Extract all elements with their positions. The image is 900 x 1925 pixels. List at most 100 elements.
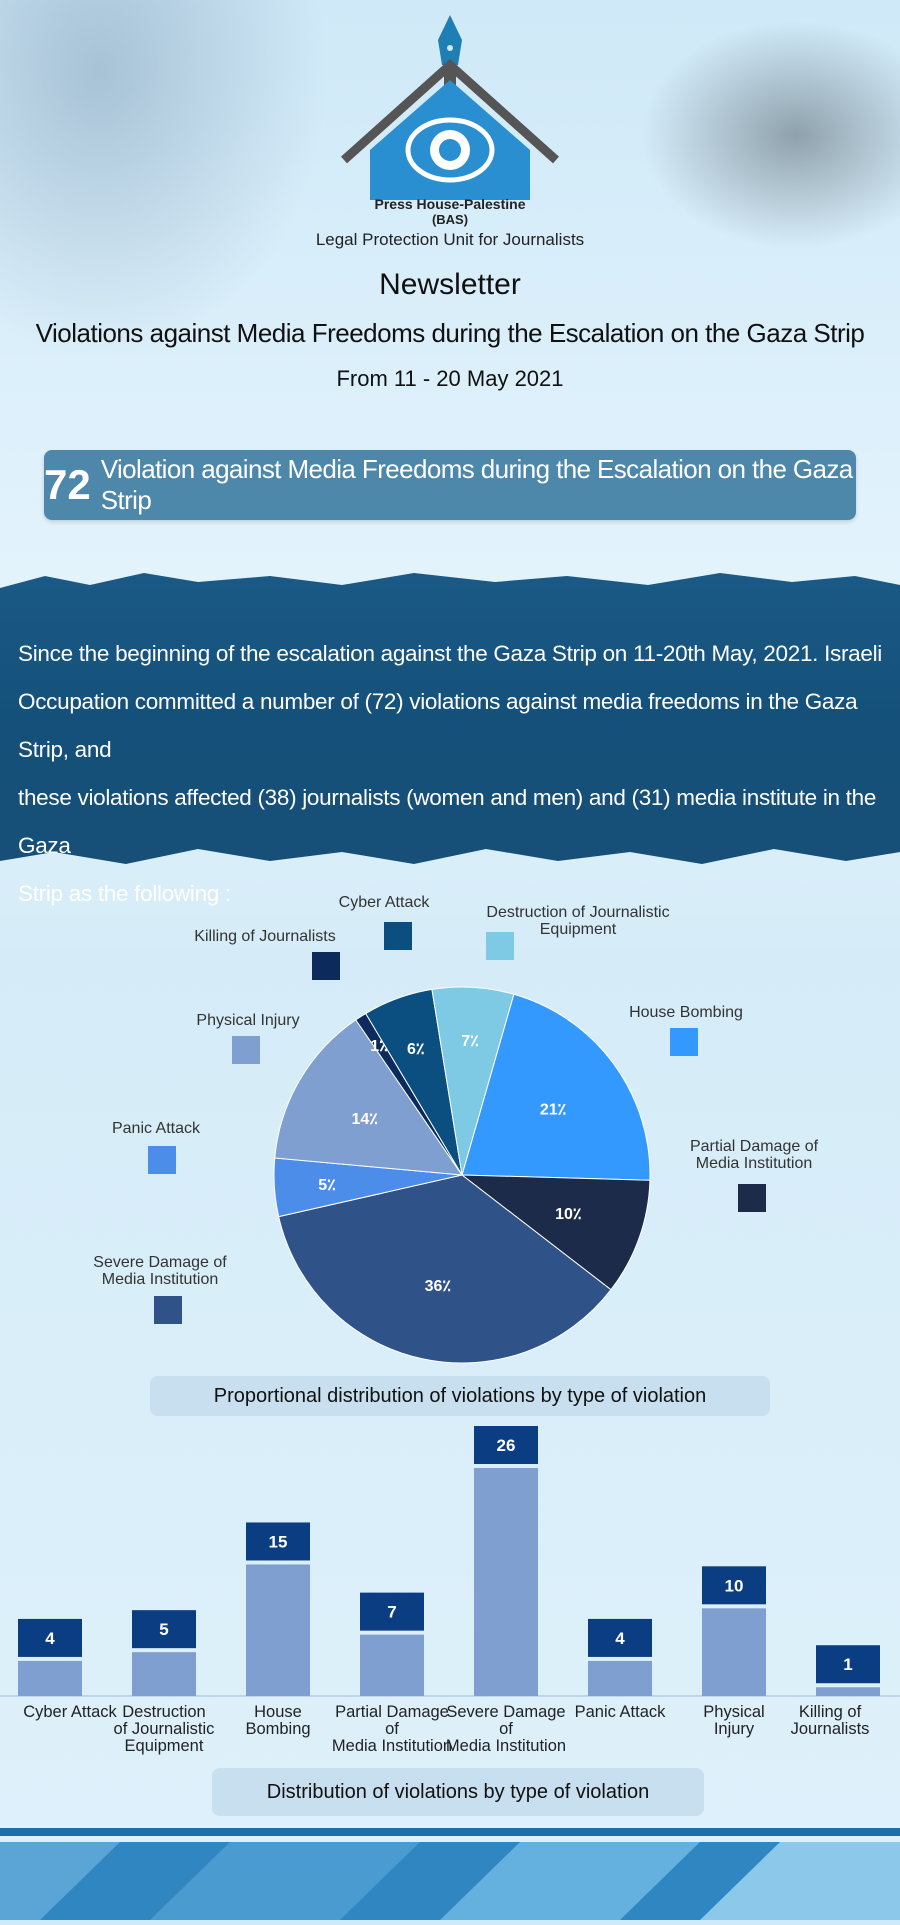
bar-value-label: 5 <box>159 1620 168 1639</box>
newsletter-subtitle: Violations against Media Freedoms during… <box>35 318 865 348</box>
x-tick-label-line: Journalists <box>790 1720 870 1738</box>
unit-name: Legal Protection Unit for Journalists <box>315 230 585 249</box>
intro-line: Strip as the following : <box>18 881 231 906</box>
x-tick-label-line: Panic Attack <box>574 1703 666 1721</box>
legend-swatch-house-bombing <box>670 1028 698 1056</box>
newsletter-title: Newsletter <box>379 268 521 301</box>
pie-slice-house-bombing <box>461 993 651 1181</box>
x-tick-label-cyber-attack: Cyber Attack <box>0 1704 140 1721</box>
legend-swatch-killing <box>312 952 340 980</box>
bar-house-bombing <box>246 1564 310 1696</box>
intro-paragraph: Since the beginning of the escalation ag… <box>18 630 888 918</box>
x-tick-label-destruction-of-journalistic-equipment: Destruction of Journalistic Equipment <box>94 1704 234 1755</box>
x-tick-label-line: Severe Damage <box>446 1703 566 1721</box>
legend-label-partial-damage: Partial Damage of Media Institution <box>634 1138 874 1172</box>
bar-value-label: 7 <box>387 1603 396 1622</box>
legend-label-line: Killing of Journalists <box>194 928 336 945</box>
org-abbr: (BAS) <box>431 212 469 227</box>
footer-stripes <box>0 1822 900 1920</box>
legend-label-line: Partial Damage of <box>689 1138 819 1155</box>
bar-chart-area: 4 5 15 7 26 4 10 1 Cyber Attack Destruction of Jo… <box>0 1420 900 1760</box>
pie-data-label: 5٪ <box>318 1177 336 1194</box>
bar-partial-damage-of-media-institution <box>360 1634 424 1696</box>
x-tick-label-line: Equipment <box>124 1737 204 1755</box>
x-tick-label-line: of <box>385 1720 399 1738</box>
bar-physical-injury <box>702 1608 766 1696</box>
bar-value-label: 4 <box>615 1629 625 1648</box>
x-tick-label-line: House <box>254 1703 302 1721</box>
bar-caption: Distribution of violations by type of vi… <box>212 1768 704 1816</box>
press-house-logo <box>330 10 570 210</box>
intro-line: Occupation committed a number of (72) vi… <box>18 689 858 762</box>
pie-slice-severe-damage-of-media-institution <box>278 1174 612 1364</box>
legend-swatch-physical-injury <box>232 1036 260 1064</box>
x-tick-label-panic-attack: Panic Attack <box>550 1704 690 1721</box>
legend-label-line: House Bombing <box>629 1004 743 1021</box>
bar-destruction-of-journalistic-equipment <box>132 1652 196 1696</box>
pie-chart: 21٪10٪36٪5٪14٪1٪ 6٪ 7٪ <box>273 986 651 1364</box>
pie-slice-destruction-of-journalistic-equipment <box>431 986 515 1176</box>
pie-chart-area: 21٪ 10٪ 36٪ 5٪ 14٪ 1٪ 6٪ 7٪ Cyber Attack Destruc… <box>0 880 900 1400</box>
org-name: Press House-Palestine <box>374 196 526 212</box>
x-tick-label-partial-damage-of-media-institution: Partial Damage of Media Institution <box>322 1704 462 1755</box>
legend-label-line: Cyber Attack <box>338 894 430 911</box>
bar-value-label: 26 <box>497 1436 516 1455</box>
legend-label-line: Equipment <box>539 921 617 938</box>
legend-swatch-cyber <box>384 922 412 950</box>
legend-label-line: Panic Attack <box>111 1120 201 1137</box>
x-tick-label-line: Media Institution <box>331 1737 453 1755</box>
bar-panic-attack <box>588 1660 652 1696</box>
camera-photo <box>640 20 900 250</box>
legend-swatch-destruction <box>486 932 514 960</box>
legend-label-house-bombing: House Bombing <box>566 1004 806 1021</box>
legend-label-line: Physical Injury <box>196 1012 300 1029</box>
bar-value-box <box>816 1645 880 1684</box>
legend-label-panic-attack: Panic Attack <box>36 1120 276 1137</box>
pie-data-label: 36٪ <box>425 1278 452 1295</box>
legend-swatch-panic-attack <box>148 1146 176 1174</box>
bar-chart: 4 5 15 7 26 4 10 1 <box>0 1426 900 1697</box>
bar-killing-of-journalists <box>816 1687 880 1696</box>
legend-label-line: Media Institution <box>695 1155 813 1172</box>
x-tick-label-line: Destruction <box>122 1703 206 1721</box>
x-tick-label-line: Cyber Attack <box>23 1703 117 1721</box>
intro-band <box>0 573 900 864</box>
pie-slice-partial-damage-of-media-institution <box>460 1174 651 1291</box>
legend-label-line: Severe Damage of <box>93 1254 227 1271</box>
pie-caption-text: Proportional distribution of violations … <box>213 1384 707 1407</box>
legend-swatch-severe-damage <box>154 1296 182 1324</box>
legend-swatch-partial-damage <box>738 1184 766 1212</box>
bar-severe-damage-of-media-institution <box>474 1468 538 1696</box>
legend-label-line: Media Institution <box>101 1271 219 1288</box>
bar-cyber-attack <box>18 1660 82 1696</box>
x-tick-label-line: Media Institution <box>445 1737 567 1755</box>
pie-data-label: 6٪ <box>407 1041 425 1058</box>
bar-value-label: 4 <box>45 1629 55 1648</box>
pie-data-label: 14٪ <box>352 1111 379 1128</box>
pie-slice-physical-injury <box>274 1019 464 1176</box>
pie-data-label: 10٪ <box>555 1206 582 1223</box>
x-tick-label-line: of <box>499 1720 513 1738</box>
bar-caption-text: Distribution of violations by type of vi… <box>266 1780 650 1803</box>
x-tick-label-severe-damage-of-media-institution: Severe Damage of Media Institution <box>436 1704 576 1755</box>
camera-tripod-photo <box>0 0 330 360</box>
bar-value-label: 15 <box>269 1532 288 1551</box>
x-tick-label-line: Partial Damage <box>335 1703 449 1721</box>
x-tick-label-killing-of-journalists: Killing of Journalists <box>760 1704 900 1738</box>
x-tick-label-physical-injury: Physical Injury <box>664 1704 804 1738</box>
intro-line: Since the beginning of the escalation ag… <box>18 641 882 666</box>
x-tick-label-line: Injury <box>713 1720 755 1738</box>
bar-value-label: 1 <box>843 1655 852 1674</box>
legend-label-killing: Killing of Journalists <box>145 928 385 945</box>
bar-value-box <box>132 1610 196 1649</box>
x-tick-label-line: of Journalistic <box>113 1720 215 1738</box>
bar-value-box <box>246 1522 310 1561</box>
summary-banner: 72 Violation against Media Freedoms duri… <box>44 450 856 520</box>
pie-caption: Proportional distribution of violations … <box>150 1376 770 1416</box>
legend-label-cyber: Cyber Attack <box>264 894 504 911</box>
x-tick-label-house-bombing: House Bombing <box>208 1704 348 1738</box>
x-tick-label-line: Physical <box>703 1703 765 1721</box>
legend-label-severe-damage: Severe Damage of Media Institution <box>40 1254 280 1288</box>
x-tick-label-line: Killing of <box>798 1703 862 1721</box>
legend-label-destruction: Destruction of Journalistic Equipment <box>458 904 698 938</box>
